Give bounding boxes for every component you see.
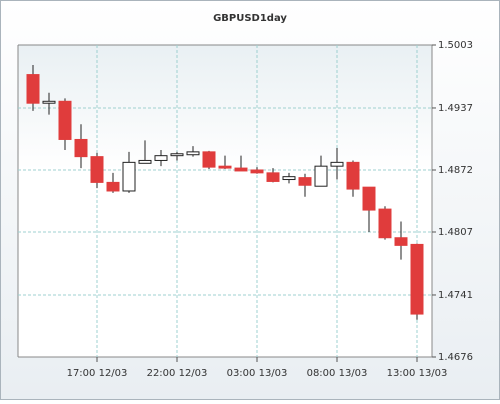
y-tick-label: 1.4741	[438, 290, 473, 301]
candle-body	[218, 165, 232, 169]
candle-body	[42, 100, 56, 104]
x-tick-label: 13:00 13/03	[387, 368, 448, 379]
candle-body	[202, 151, 216, 168]
candle-body	[362, 186, 376, 211]
candle-body	[154, 155, 168, 161]
candle-body	[378, 208, 392, 239]
candle-body	[26, 74, 40, 104]
candle-body	[266, 172, 280, 182]
y-tick-label: 1.4807	[438, 227, 473, 238]
candle-body	[394, 237, 408, 246]
candle-body	[234, 167, 248, 172]
x-tick-label: 22:00 12/03	[147, 368, 208, 379]
candle-body	[90, 156, 104, 183]
candle-body	[106, 181, 120, 192]
candle-body	[298, 177, 312, 186]
candle-body	[314, 165, 328, 187]
x-tick-label: 17:00 12/03	[67, 368, 128, 379]
y-tick-label: 1.4937	[438, 103, 473, 114]
candle-body	[74, 138, 88, 158]
x-tick-label: 08:00 13/03	[307, 368, 368, 379]
candle-body	[58, 100, 72, 140]
chart-title: GBPUSD1day	[213, 13, 287, 24]
candle-body	[346, 161, 360, 190]
candle-body	[410, 243, 424, 315]
candle-body	[170, 153, 184, 157]
y-tick-label: 1.4872	[438, 165, 473, 176]
candle-body	[138, 159, 152, 164]
y-tick-label: 1.4676	[438, 352, 473, 363]
candle-body	[282, 176, 296, 181]
candle-body	[186, 151, 200, 156]
candle-body	[122, 161, 136, 192]
y-tick-label: 1.5003	[438, 40, 473, 51]
x-tick-label: 03:00 13/03	[227, 368, 288, 379]
candle-body	[250, 169, 264, 174]
candle-body	[330, 161, 344, 167]
